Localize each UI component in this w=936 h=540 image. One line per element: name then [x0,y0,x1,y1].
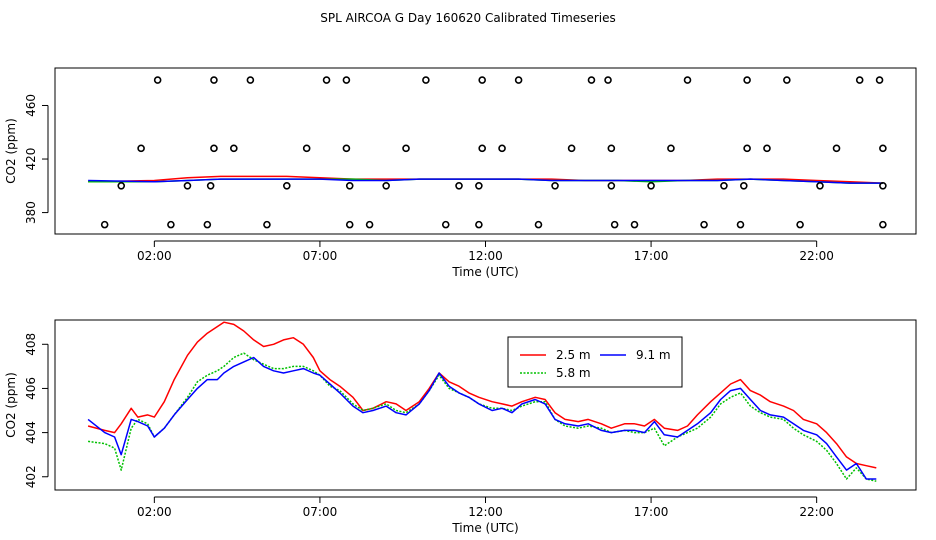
panel1-data-point [743,76,751,84]
panel1-data-point [739,182,748,190]
panel1-data-point [246,76,255,84]
panel1-data-point [743,144,751,153]
panel1-data-point [879,220,887,229]
panel1-data-point [302,144,311,153]
panel1-data-point [100,220,109,229]
panel1-data-point [610,220,619,229]
panel1-x-tick-label: 17:00 [634,249,669,263]
panel1-data-point [796,220,804,229]
panel1-data-point [630,220,639,229]
panel1-data-point [514,76,523,84]
panel1-data-point [551,182,559,190]
legend-entry-label: 2.5 m [556,348,591,362]
panel1-data-point [117,182,126,190]
panel1-data-point [382,182,390,190]
page-title: SPL AIRCOA G Day 160620 Calibrated Times… [320,11,615,25]
panel1-data-point [855,76,864,84]
panel2-y-axis-label: CO2 (ppm) [4,372,18,438]
panel1-data-point [263,220,271,229]
panel1-data-point [210,76,218,84]
legend-entry-label: 9.1 m [636,348,671,362]
panel1-data-point [402,144,410,153]
panel1-data-point [153,76,162,84]
panel1-y-tick-label: 460 [24,94,38,117]
panel1-x-tick-label: 12:00 [468,249,503,263]
panel2-x-tick-label: 17:00 [634,505,669,519]
panel1-data-point [137,144,145,153]
panel1-data-point [342,76,351,84]
panel1-x-tick-label: 07:00 [303,249,338,263]
panel1-data-point [478,76,486,84]
panel1-data-point [167,220,175,229]
panel1-data-point [183,182,192,190]
panel1-data-point [342,144,351,153]
panel1-data-point [587,76,596,84]
panel1-data-point [206,182,215,190]
panel1-x-axis-label: Time (UTC) [451,265,518,279]
panel2-x-tick-label: 07:00 [303,505,338,519]
panel1-data-point [879,144,887,153]
panel1-data-point [667,144,675,153]
panel1-series-line-2 [88,178,883,184]
panel1-data-point [478,144,486,153]
panel2-x-axis-label: Time (UTC) [451,521,518,535]
panel1-data-point [647,182,655,190]
panel2-x-tick-label: 12:00 [468,505,503,519]
panel1-data-point [816,182,824,190]
legend-entry-label: 5.8 m [556,366,591,380]
panel1-data-point [210,144,218,153]
panel2-y-tick-label: 406 [24,377,38,400]
panel1-data-point [230,144,238,153]
panel1-data-point [345,220,354,229]
panel2-series-line-25m [87,321,877,469]
panel1-data-point [365,220,374,229]
panel1-data-point [607,182,616,190]
panel1-y-tick-label: 380 [24,201,38,224]
panel1-data-point [203,220,212,229]
panel1-data-point [441,220,450,229]
panel1-data-point [498,144,506,153]
panel1-x-tick-label: 22:00 [799,249,834,263]
panel1-data-point [345,182,354,190]
panel1-data-point [736,220,745,229]
panel1-plot-frame [54,67,917,235]
panel1-data-point [567,144,576,153]
panel1-y-tick-label: 420 [24,148,38,171]
panel1-data-point [832,144,841,153]
panel1-x-tick-label: 02:00 [137,249,172,263]
panel1-data-point [783,76,791,84]
legend-box [507,336,683,388]
panel2-plot-frame [54,319,917,491]
panel1-data-point [879,182,887,190]
panel2-x-tick-label: 02:00 [137,505,172,519]
panel2-series-line-91m [87,356,877,480]
panel1-y-axis-label: CO2 (ppm) [4,118,18,184]
panel2-series-line-58m [88,352,877,482]
panel2-y-tick-label: 402 [24,465,38,488]
panel1-data-point [604,76,612,84]
panel2-x-tick-label: 22:00 [799,505,834,519]
panel1-data-point [875,76,884,84]
panel1-data-point [607,144,616,153]
panel1-data-point [322,76,331,84]
panel1-data-point [720,182,728,190]
panel1-data-point [475,220,483,229]
panel1-data-point [455,182,463,190]
panel2-y-tick-label: 408 [24,333,38,356]
panel1-data-point [763,144,771,153]
panel1-data-point [283,182,291,190]
panel1-data-point [475,182,483,190]
panel1-data-point [534,220,543,229]
panel2-y-tick-label: 404 [24,421,38,444]
panel1-data-point [683,76,692,84]
panel1-data-point [422,76,430,84]
panel1-data-point [700,220,708,229]
